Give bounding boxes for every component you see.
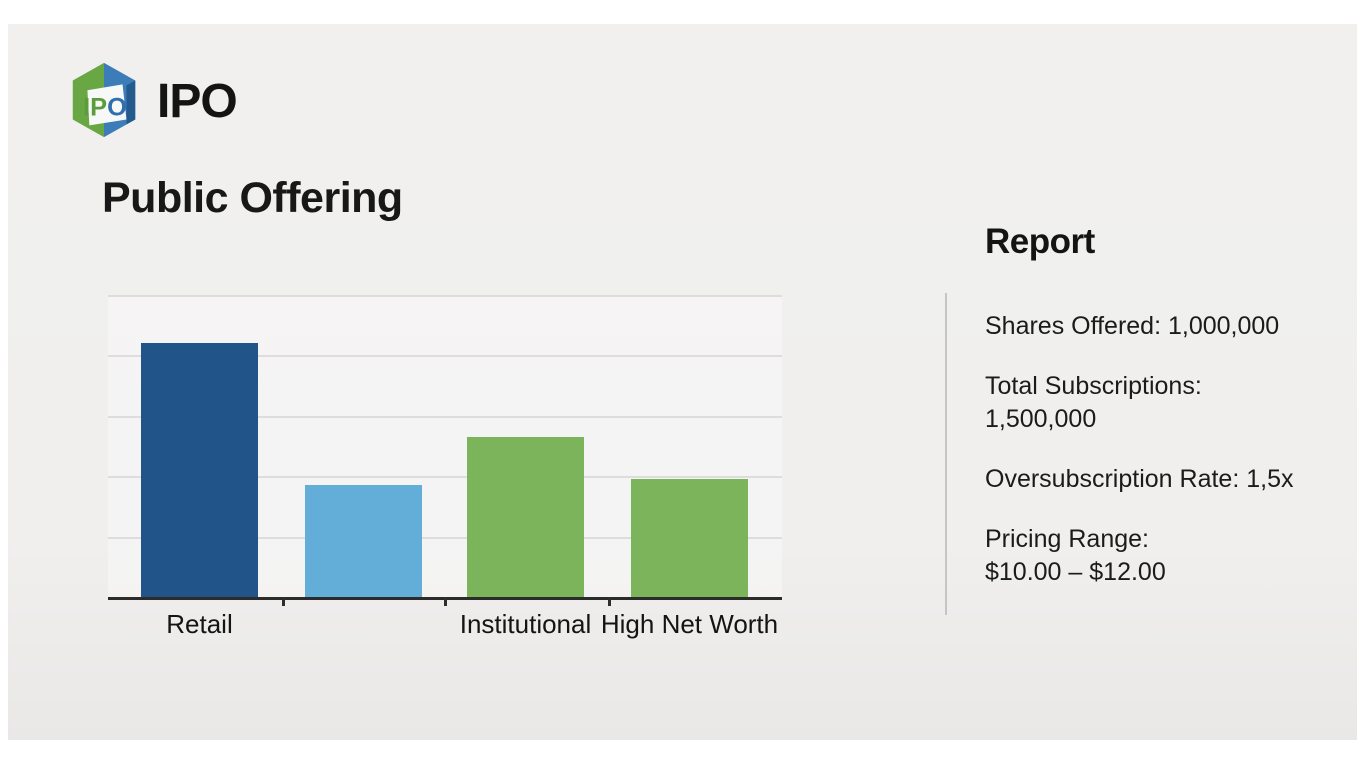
slide: IPO IPO Public Offering Retail Institutio… [8, 24, 1357, 740]
bar-plot [108, 295, 782, 600]
report-item-pricing-range: Pricing Range: $10.00 – $12.00 [985, 525, 1166, 586]
brand-header: IPO IPO [65, 60, 238, 142]
ipo-logo-icon: IPO [72, 62, 136, 138]
report-items: Shares Offered: 1,000,000 Total Subscrip… [985, 310, 1365, 589]
bar-unlabeled-2 [305, 485, 422, 597]
gridline [108, 355, 782, 358]
axis-tick [608, 597, 611, 606]
axis-tick [444, 597, 447, 606]
report-item-shares-offered: Shares Offered: 1,000,000 [985, 312, 1280, 340]
bar-institutional [467, 436, 584, 597]
page-title: Public Offering [102, 174, 403, 222]
svg-text:IPO: IPO [83, 94, 127, 122]
axis-tick [282, 597, 285, 606]
bar-chart: Retail Institutional High Net Worth [108, 295, 782, 655]
report-heading: Report [985, 222, 1095, 261]
bar-high-net-worth [631, 479, 748, 597]
x-axis-labels: Retail Institutional High Net Worth [108, 609, 782, 649]
report-divider [945, 293, 947, 615]
gridline [108, 415, 782, 418]
x-axis-label: Institutional [459, 609, 592, 639]
report-item-total-subscriptions: Total Subscriptions: 1,500,000 [985, 372, 1202, 433]
x-axis-label: High Net Worth [600, 609, 779, 639]
gridline [108, 295, 782, 297]
gridline [108, 536, 782, 539]
bar-retail [141, 343, 258, 597]
report-item-oversubscription-rate: Oversubscription Rate: 1,5x [985, 465, 1294, 493]
report-panel: Report Shares Offered: 1,000,000 Total S… [985, 222, 1365, 616]
brand-name: IPO [157, 74, 238, 128]
x-axis-label: Retail [166, 609, 233, 639]
gridline [108, 476, 782, 479]
